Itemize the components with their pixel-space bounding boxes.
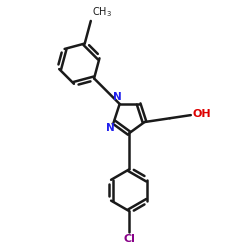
Text: N: N (113, 92, 122, 102)
Text: Cl: Cl (123, 234, 135, 244)
Text: OH: OH (192, 109, 211, 119)
Text: N: N (106, 123, 114, 133)
Text: CH$_3$: CH$_3$ (92, 6, 112, 19)
